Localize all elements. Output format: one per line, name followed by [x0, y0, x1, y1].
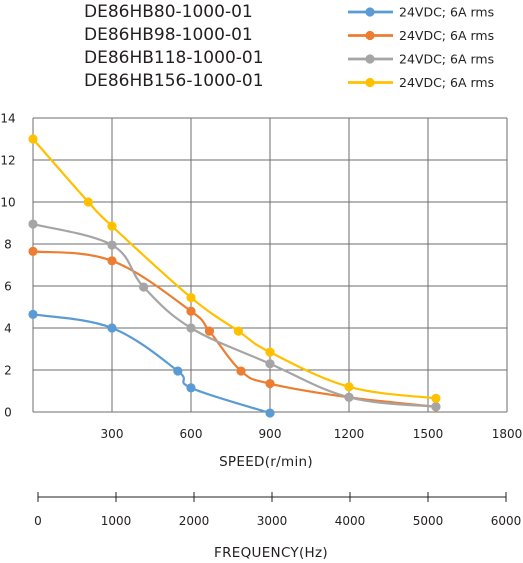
frequency-tick-label: 0 — [34, 514, 42, 528]
y-tick-label: 14 — [0, 112, 15, 126]
legend: 24VDC; 6A rms 24VDC; 6A rms 24VDC; 6A rms 2… — [348, 5, 494, 90]
legend-label: 24VDC; 6A rms — [399, 5, 494, 20]
model-title: DE86HB118-1000-01 — [84, 48, 264, 68]
data-point — [83, 197, 93, 207]
model-titles: DE86HB80-1000-01 DE86HB98-1000-01 DE86HB11… — [84, 2, 264, 91]
data-point — [186, 306, 196, 316]
frequency-axis-title: FREQUENCY(Hz) — [214, 545, 328, 561]
legend-label: 24VDC; 6A rms — [399, 75, 494, 90]
data-point — [173, 366, 183, 376]
legend-swatch-marker — [365, 7, 375, 17]
data-point — [186, 292, 196, 303]
data-point — [265, 379, 275, 389]
y-tick-label: 10 — [0, 196, 15, 210]
data-point — [107, 323, 117, 333]
y-tick-label: 8 — [4, 238, 12, 252]
y-tick-label: 2 — [4, 364, 12, 378]
legend-label: 24VDC; 6A rms — [399, 28, 494, 43]
x-tick-label: 1800 — [492, 427, 523, 441]
model-title: DE86HB80-1000-01 — [84, 2, 253, 22]
data-point — [204, 326, 215, 336]
data-point — [236, 366, 246, 376]
data-point — [186, 323, 196, 333]
x-tick-label: 900 — [259, 427, 282, 441]
legend-label: 24VDC; 6A rms — [399, 52, 494, 67]
frequency-tick-label: 4000 — [335, 514, 366, 528]
data-point — [233, 326, 243, 336]
data-point — [344, 392, 354, 402]
legend-swatch-marker — [365, 30, 375, 41]
x-tick-label: 600 — [180, 427, 203, 441]
frequency-axis: 0 1000 2000 3000 4000 5000 6000 — [34, 492, 521, 528]
data-point — [28, 246, 38, 256]
data-point — [28, 309, 38, 319]
frequency-tick-label: 6000 — [491, 514, 522, 528]
y-tick-labels: 0 2 4 6 8 10 12 14 — [0, 112, 15, 420]
series-line — [32, 222, 437, 408]
frequency-tick-label: 5000 — [413, 514, 444, 528]
frequency-tick-label: 1000 — [101, 514, 132, 528]
y-tick-label: 12 — [0, 154, 15, 168]
x-tick-label: 300 — [101, 427, 124, 441]
frequency-tick-label: 3000 — [257, 514, 288, 528]
x-axis-title: SPEED(r/min) — [219, 454, 313, 470]
frequency-tick-label: 2000 — [179, 514, 210, 528]
data-point — [107, 240, 117, 250]
data-point — [186, 383, 196, 393]
data-point — [431, 393, 441, 403]
data-point — [344, 382, 354, 392]
legend-swatch-marker — [365, 54, 375, 64]
data-point — [139, 282, 149, 292]
series-group — [28, 134, 441, 418]
legend-swatch-marker — [365, 77, 375, 88]
x-tick-labels: 300 600 900 1200 1500 1800 — [101, 427, 523, 441]
x-tick-label: 1500 — [413, 427, 444, 441]
data-point — [107, 256, 117, 266]
model-title: DE86HB156-1000-01 — [84, 71, 264, 91]
data-point — [265, 359, 275, 369]
model-title: DE86HB98-1000-01 — [84, 25, 253, 45]
series-line — [32, 138, 437, 400]
data-point — [265, 408, 275, 418]
y-tick-label: 0 — [4, 406, 12, 420]
data-point — [107, 221, 117, 231]
y-tick-label: 6 — [4, 280, 12, 294]
data-point — [28, 134, 38, 144]
x-tick-label: 1200 — [334, 427, 365, 441]
data-point — [265, 347, 275, 357]
data-point — [431, 402, 441, 412]
y-tick-label: 4 — [4, 322, 12, 336]
data-point — [28, 219, 38, 229]
